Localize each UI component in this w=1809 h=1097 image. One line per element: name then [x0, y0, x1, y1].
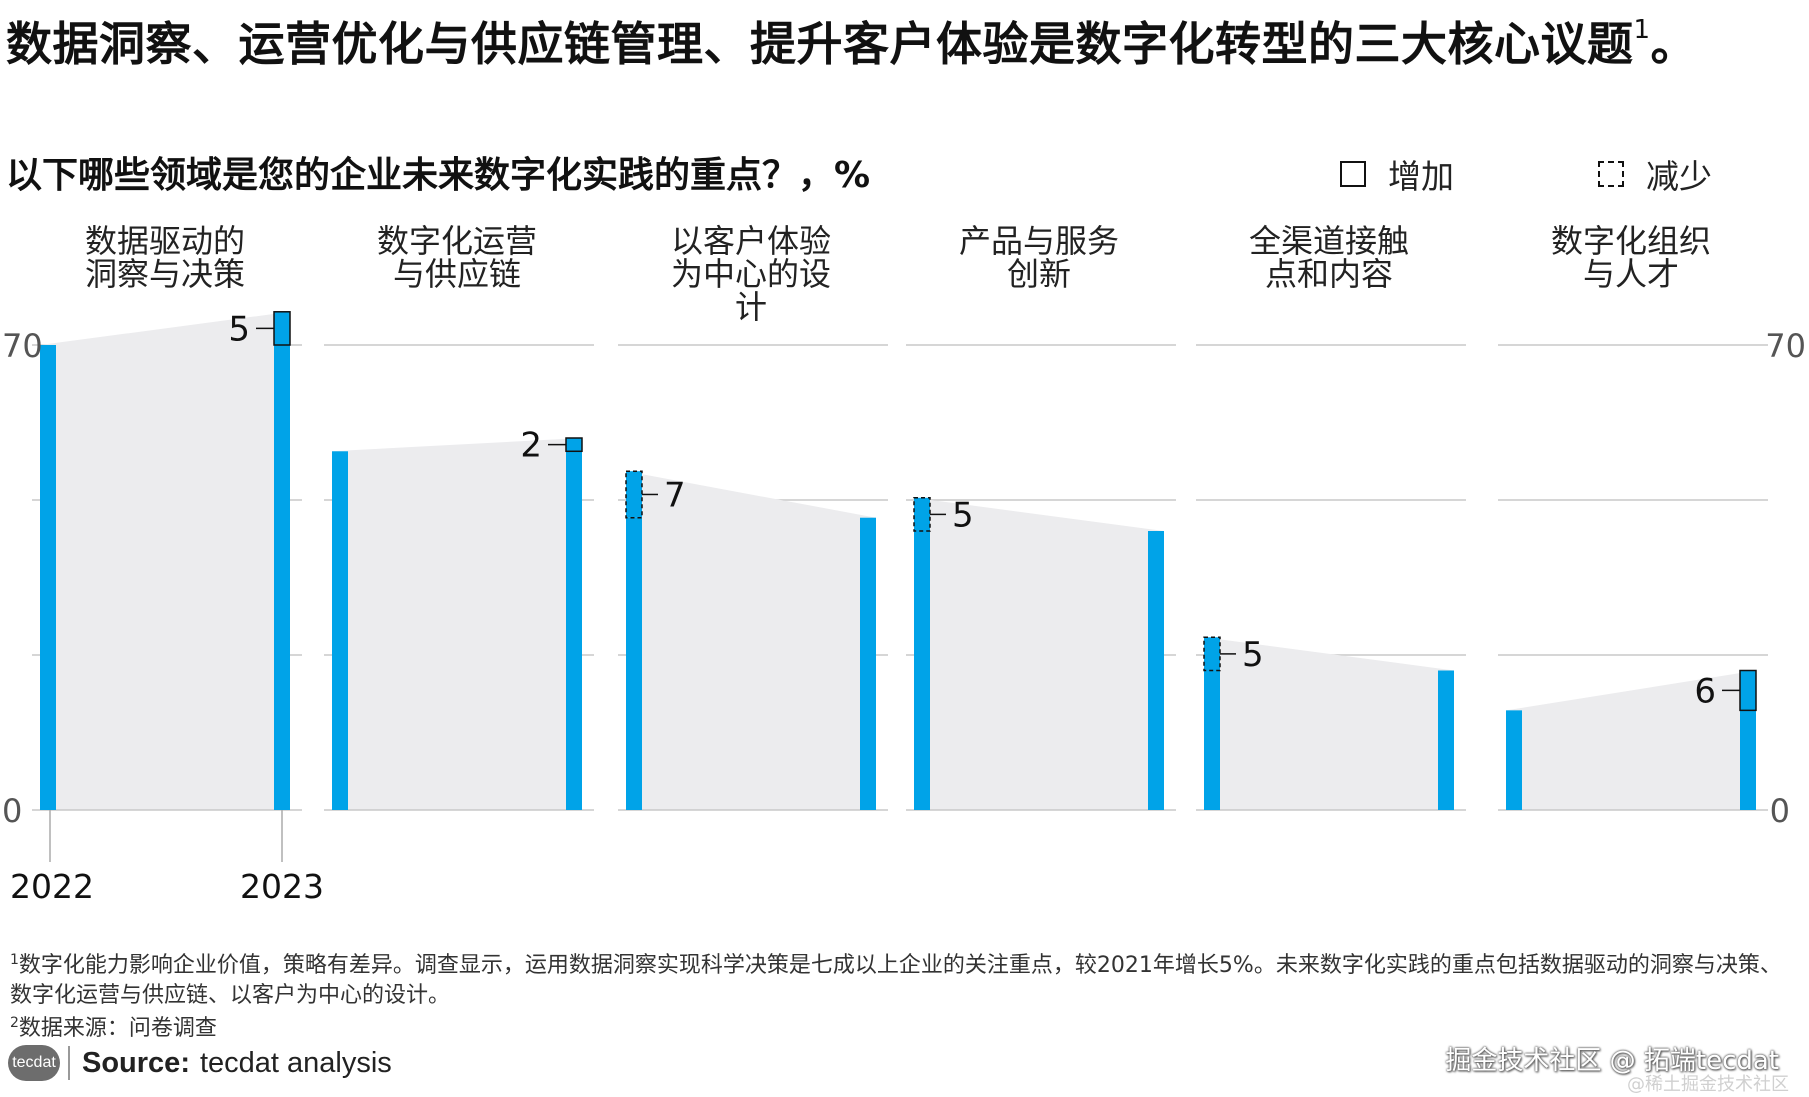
source-text: tecdat analysis [199, 1046, 392, 1079]
bar-2022 [1506, 710, 1522, 810]
change-label: 2 [520, 426, 542, 466]
y-tick-label-0-right: 0 [1770, 792, 1790, 830]
chart-subtitle: 以下哪些领域是您的企业未来数字化实践的重点？，% [6, 155, 871, 196]
bar-2022 [40, 345, 56, 810]
decrease-swatch-icon [1598, 161, 1624, 187]
change-area [1204, 637, 1454, 810]
change-area [1506, 670, 1756, 810]
category-label: 点和内容 [1265, 255, 1393, 293]
footnote-1-text: 数字化能力影响企业价值，策略有差异。调查显示，运用数据洞察实现科学决策是七成以上… [10, 953, 1782, 1008]
change-label: 5 [952, 495, 974, 535]
source-label: Source: [82, 1046, 190, 1079]
category-label: 以客户体验 [671, 222, 831, 260]
increase-segment [1739, 669, 1757, 712]
change-area [626, 471, 876, 810]
watermark: 掘金技术社区 @ 拓端tecdat [1445, 1046, 1779, 1076]
increase-segment [565, 437, 583, 453]
change-label: 5 [228, 309, 250, 349]
title-footnote-marker: 1 [1633, 15, 1651, 45]
bar-2023 [566, 438, 582, 810]
chart-title: 数据洞察、运营优化与供应链管理、提升客户体验是数字化转型的三大核心议题1。 [6, 2, 1796, 73]
y-tick-label-70-right: 70 [1765, 327, 1806, 365]
chart-area: 5 数据驱动的洞察与决策 2022 2023 2 数字化运营与供应链 7 以客户体验为中心的设… [2, 222, 1806, 906]
category-label: 与人才 [1583, 255, 1679, 293]
x-tick-label-2023: 2023 [240, 867, 324, 906]
change-label: 7 [664, 475, 686, 515]
source-divider [68, 1046, 70, 1080]
title-end: 。 [1650, 17, 1698, 71]
category-label: 产品与服务 [959, 222, 1119, 260]
category-label: 洞察与决策 [85, 255, 245, 293]
category-label: 数字化组织 [1551, 222, 1711, 260]
bar-2022 [626, 517, 642, 810]
y-tick-label-70-left: 70 [2, 327, 43, 365]
source-line: tecdat Source: tecdat analysis [8, 1045, 392, 1081]
footnote-2-marker: 2 [10, 1015, 19, 1031]
footnote-1: 1数字化能力影响企业价值，策略有差异。调查显示，运用数据洞察实现科学决策是七成以… [10, 945, 1800, 1011]
footnote-1-marker: 1 [10, 952, 19, 968]
increase-segment [273, 311, 291, 346]
bar-2023 [274, 311, 290, 810]
x-tick-label-2022: 2022 [10, 867, 94, 906]
change-area [40, 311, 290, 810]
change-label: 6 [1694, 671, 1716, 711]
decrease-segment [625, 470, 643, 519]
y-tick-label-0-left: 0 [2, 792, 22, 830]
decrease-segment [913, 497, 931, 532]
watermark-sub: @稀土掘金技术社区 [1627, 1074, 1789, 1095]
category-label: 数据驱动的 [85, 222, 245, 260]
title-text: 数据洞察、运营优化与供应链管理、提升客户体验是数字化转型的三大核心议题 [6, 17, 1634, 71]
category-label: 全渠道接触 [1249, 222, 1409, 260]
legend-increase: 增加 [1340, 150, 1454, 198]
category-label: 计 [735, 288, 767, 326]
category-label: 为中心的设 [671, 255, 831, 293]
bar-2022 [332, 451, 348, 810]
legend-increase-label: 增加 [1388, 157, 1454, 196]
footnote-2-text: 数据来源：问卷调查 [18, 1016, 217, 1041]
bar-2023 [860, 517, 876, 810]
change-area [914, 497, 1164, 810]
category-label: 创新 [1007, 255, 1071, 293]
change-label: 5 [1242, 635, 1264, 675]
bar-2023 [1148, 531, 1164, 810]
category-label: 数字化运营 [377, 222, 537, 260]
tecdat-logo: tecdat [8, 1045, 60, 1081]
bar-2022 [914, 531, 930, 810]
bar-2023 [1438, 670, 1454, 810]
category-label: 与供应链 [393, 255, 521, 293]
legend-decrease: 减少 [1598, 150, 1712, 198]
increase-swatch-icon [1340, 161, 1366, 187]
bar-2022 [1204, 670, 1220, 810]
decrease-segment [1203, 636, 1221, 672]
change-area [332, 438, 582, 810]
legend-decrease-label: 减少 [1646, 157, 1712, 196]
footnote-2: 2数据来源：问卷调查 [10, 1008, 1800, 1044]
